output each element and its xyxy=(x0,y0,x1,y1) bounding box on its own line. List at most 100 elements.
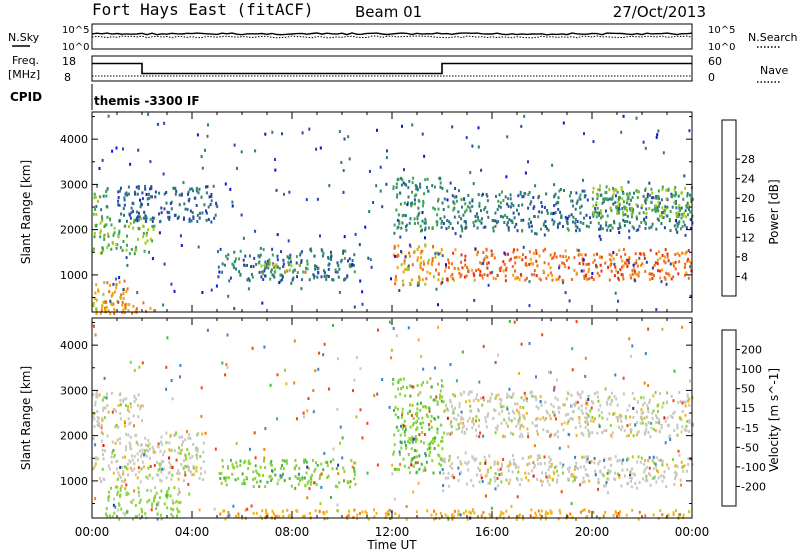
power-cell xyxy=(437,262,440,266)
velocity-sparse-cell xyxy=(359,367,362,371)
x-tick-label: 00:00 xyxy=(675,525,710,539)
power-cell xyxy=(458,189,460,193)
velocity-cell xyxy=(440,463,443,467)
velocity-sparse-cell xyxy=(484,494,487,498)
power-cell xyxy=(439,251,442,255)
power-cell xyxy=(103,235,105,239)
power-cell xyxy=(414,222,416,225)
power-cell xyxy=(494,211,497,215)
velocity-cell xyxy=(264,466,267,470)
power-cell xyxy=(502,199,505,202)
velocity-sparse-cell xyxy=(532,461,535,465)
power-cell xyxy=(635,259,638,263)
velocity-cell xyxy=(202,441,205,445)
power-sparse-cell xyxy=(276,233,279,237)
power-cell xyxy=(417,221,420,225)
velocity-cell xyxy=(678,453,681,457)
velocity-cell xyxy=(158,467,161,471)
power-cell xyxy=(178,203,181,207)
power-sparse-cell xyxy=(642,140,645,144)
power-cell xyxy=(396,193,399,197)
velocity-cell xyxy=(473,511,476,515)
freq-frame xyxy=(91,55,693,82)
power-sparse-cell xyxy=(276,265,279,269)
power-cell xyxy=(479,219,482,223)
power-cell xyxy=(651,191,654,195)
velocity-sparse-cell xyxy=(400,424,402,428)
velocity-sparse-cell xyxy=(541,333,544,337)
power-cell xyxy=(451,226,454,230)
velocity-cell xyxy=(397,429,400,433)
velocity-cell xyxy=(556,398,559,402)
velocity-cell xyxy=(126,467,129,471)
power-cell xyxy=(578,196,581,200)
power-cell xyxy=(680,191,683,195)
velocity-cell xyxy=(137,415,140,419)
velocity-cell xyxy=(442,484,445,488)
power-cell xyxy=(622,200,625,204)
power-cell xyxy=(621,207,624,210)
power-sparse-cell xyxy=(423,154,426,158)
power-cell xyxy=(594,210,597,214)
velocity-cell xyxy=(631,391,634,395)
power-cell xyxy=(408,282,411,285)
power-cell xyxy=(424,243,427,247)
power-cell xyxy=(644,269,647,273)
power-cell xyxy=(551,218,554,222)
power-cell xyxy=(636,264,639,268)
power-cell xyxy=(238,270,241,274)
power-cell xyxy=(648,206,651,210)
power-cell xyxy=(426,185,428,189)
power-cell xyxy=(630,212,633,216)
power-cell xyxy=(415,193,418,197)
velocity-cell xyxy=(605,429,608,432)
power-cell xyxy=(570,278,573,281)
velocity-cell xyxy=(508,418,511,422)
velocity-cell xyxy=(546,429,548,433)
velocity-cell xyxy=(458,402,461,406)
power-cell xyxy=(273,270,276,274)
velocity-cell xyxy=(405,517,408,521)
power-cell xyxy=(607,225,610,229)
velocity-cell xyxy=(515,424,518,428)
velocity-cell xyxy=(414,435,417,439)
velocity-sparse-cell xyxy=(373,394,376,398)
power-cell xyxy=(280,250,282,254)
velocity-cell xyxy=(402,377,405,381)
power-cell xyxy=(601,227,604,231)
velocity-cell xyxy=(185,465,188,469)
power-sparse-cell xyxy=(534,232,537,236)
power-cell xyxy=(115,243,118,246)
power-cell xyxy=(460,260,463,264)
power-sparse-cell xyxy=(149,160,152,164)
velocity-cell xyxy=(134,504,137,507)
velocity-sparse-cell xyxy=(137,466,140,470)
power-cell xyxy=(665,188,668,192)
velocity-cell xyxy=(451,466,454,470)
velocity-cell xyxy=(189,436,192,440)
power-cell xyxy=(631,272,634,276)
power-cell xyxy=(592,210,595,214)
power-cell xyxy=(507,228,510,232)
velocity-cell xyxy=(285,459,288,463)
velocity-cell xyxy=(492,417,495,420)
velocity-cell xyxy=(162,453,165,457)
velocity-cell xyxy=(469,404,472,408)
power-cell xyxy=(351,259,354,263)
power-cell xyxy=(560,215,563,219)
velocity-cell xyxy=(329,460,332,464)
velocity-cell xyxy=(597,408,600,412)
velocity-cell xyxy=(336,485,339,489)
velocity-cell xyxy=(133,400,136,403)
velocity-cell xyxy=(124,448,127,452)
velocity-cell xyxy=(406,386,408,390)
velocity-cell xyxy=(101,419,104,422)
velocity-cell xyxy=(629,428,632,432)
velocity-cell xyxy=(425,460,428,464)
velocity-sparse-cell xyxy=(341,436,344,440)
velocity-cell xyxy=(572,474,575,478)
velocity-cell xyxy=(506,392,509,396)
power-sparse-cell xyxy=(287,239,290,243)
velocity-cell xyxy=(608,470,611,474)
power-cell xyxy=(264,260,267,264)
